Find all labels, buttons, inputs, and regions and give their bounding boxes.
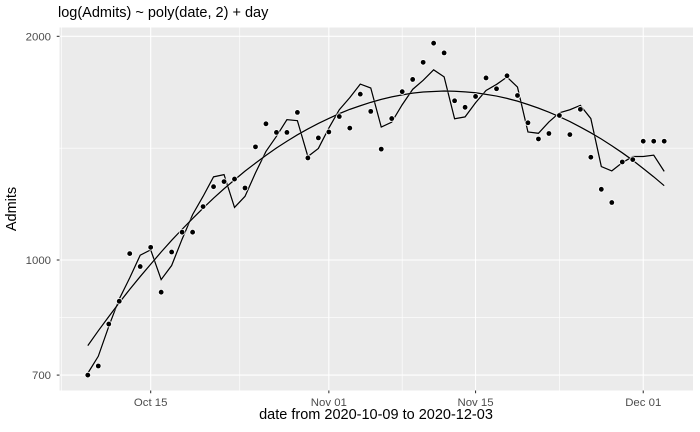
data-point — [148, 244, 154, 250]
x-tick-label: Nov 01 — [311, 397, 347, 409]
data-point — [190, 229, 196, 235]
y-tick-label: 700 — [32, 370, 51, 382]
data-point — [347, 125, 353, 131]
data-point — [431, 40, 437, 46]
data-point — [536, 136, 541, 142]
data-point — [368, 108, 374, 114]
x-tick-label: Dec 01 — [625, 397, 661, 409]
data-point — [389, 116, 395, 121]
data-point — [106, 321, 112, 327]
data-point — [410, 77, 416, 82]
data-point — [116, 298, 122, 304]
data-point — [169, 249, 175, 255]
data-point — [609, 200, 615, 205]
data-point — [441, 50, 447, 56]
series-line-model-fit-poly-date-2-plus-day — [87, 68, 665, 374]
y-tick-label: 2000 — [26, 31, 51, 43]
data-point — [483, 75, 489, 81]
data-point — [462, 104, 468, 110]
data-point — [525, 120, 531, 126]
data-point — [399, 89, 405, 95]
data-point — [640, 138, 646, 144]
data-point — [546, 131, 552, 136]
x-tick-label: Oct 15 — [134, 397, 168, 409]
y-tick-label: 1000 — [26, 255, 51, 267]
y-axis-title: Admits — [4, 186, 20, 232]
data-point — [242, 185, 248, 191]
data-point — [127, 251, 133, 257]
panel-background — [59, 27, 693, 391]
data-point — [357, 91, 363, 97]
series-line-quadratic-trend — [87, 90, 665, 346]
data-point — [619, 159, 625, 165]
data-point — [284, 130, 290, 135]
data-point — [515, 93, 520, 98]
data-point — [420, 59, 426, 65]
data-point — [232, 176, 237, 182]
x-axis-title: date from 2020-10-09 to 2020-12-03 — [259, 407, 493, 423]
data-point — [378, 146, 384, 152]
data-point — [651, 138, 657, 144]
data-point — [221, 179, 227, 185]
data-point — [305, 155, 311, 161]
data-point — [315, 135, 321, 141]
data-point — [577, 106, 583, 112]
data-point — [452, 98, 457, 104]
data-point — [336, 114, 342, 119]
data-point — [661, 138, 667, 144]
data-point — [295, 110, 300, 115]
data-point — [494, 86, 499, 92]
data-point — [263, 121, 269, 127]
data-point — [598, 186, 604, 192]
data-point — [588, 154, 594, 160]
data-point — [504, 73, 510, 79]
data-point — [158, 289, 164, 295]
x-tick-label: Nov 15 — [458, 397, 494, 409]
plot-title: log(Admits) ~ poly(date, 2) + day — [58, 5, 269, 21]
data-point — [253, 144, 258, 150]
data-point — [326, 129, 332, 135]
data-point — [179, 229, 185, 235]
data-point — [274, 130, 279, 135]
data-point — [211, 184, 216, 190]
data-point — [200, 204, 206, 209]
data-point — [557, 113, 562, 118]
data-point — [473, 94, 478, 99]
data-point — [95, 363, 101, 369]
data-point — [85, 372, 91, 378]
data-point — [630, 157, 636, 163]
data-point — [567, 132, 573, 137]
data-point — [137, 264, 143, 269]
